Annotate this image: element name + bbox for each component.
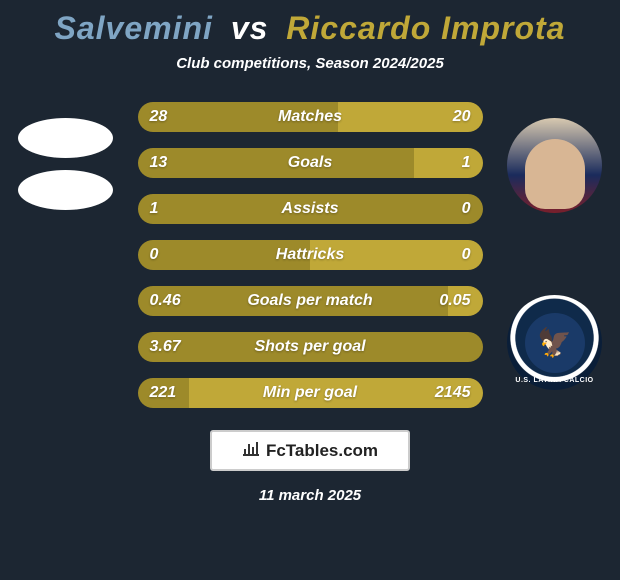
stat-row: 3.67 Shots per goal <box>138 332 483 362</box>
stat-label: Hattricks <box>276 246 344 264</box>
stat-value-right: 0.05 <box>439 292 470 310</box>
footer-logo: FcTables.com <box>210 430 410 471</box>
stat-value-right: 0 <box>462 246 471 264</box>
stat-row: 0.46 0.05 Goals per match <box>138 286 483 316</box>
stat-value-right: 2145 <box>435 384 471 402</box>
stat-bar-right <box>414 148 483 178</box>
stat-value-left: 0.46 <box>150 292 181 310</box>
stat-row: 13 1 Goals <box>138 148 483 178</box>
stat-value-right: 0 <box>462 200 471 218</box>
stat-row: 221 2145 Min per goal <box>138 378 483 408</box>
stat-bar-left <box>138 148 414 178</box>
subtitle: Club competitions, Season 2024/2025 <box>176 55 444 72</box>
stat-value-left: 3.67 <box>150 338 181 356</box>
stat-label: Goals <box>288 154 332 172</box>
title-player1: Salvemini <box>55 10 213 46</box>
stat-value-left: 28 <box>150 108 168 126</box>
title-vs: vs <box>231 10 269 46</box>
stat-value-right: 20 <box>453 108 471 126</box>
footer-date: 11 march 2025 <box>259 487 361 504</box>
stat-label: Shots per goal <box>254 338 365 356</box>
stat-value-left: 0 <box>150 246 159 264</box>
stat-label: Assists <box>282 200 339 218</box>
page-title: Salvemini vs Riccardo Improta <box>55 10 566 47</box>
chart-icon <box>242 440 260 461</box>
comparison-infographic: Salvemini vs Riccardo Improta Club compe… <box>0 0 620 580</box>
stat-value-left: 1 <box>150 200 159 218</box>
stat-value-left: 221 <box>150 384 177 402</box>
stat-label: Goals per match <box>247 292 372 310</box>
stat-value-left: 13 <box>150 154 168 172</box>
stats-bars: 2820Matches131Goals10Assists00Hattricks0… <box>0 102 620 408</box>
footer-site-name: FcTables.com <box>266 441 378 461</box>
stat-row: 28 20 Matches <box>138 102 483 132</box>
title-player2: Riccardo Improta <box>286 10 565 46</box>
stat-label: Matches <box>278 108 342 126</box>
stat-value-right: 1 <box>462 154 471 172</box>
stat-row: 1 0 Assists <box>138 194 483 224</box>
stat-row: 0 0 Hattricks <box>138 240 483 270</box>
stat-label: Min per goal <box>263 384 357 402</box>
